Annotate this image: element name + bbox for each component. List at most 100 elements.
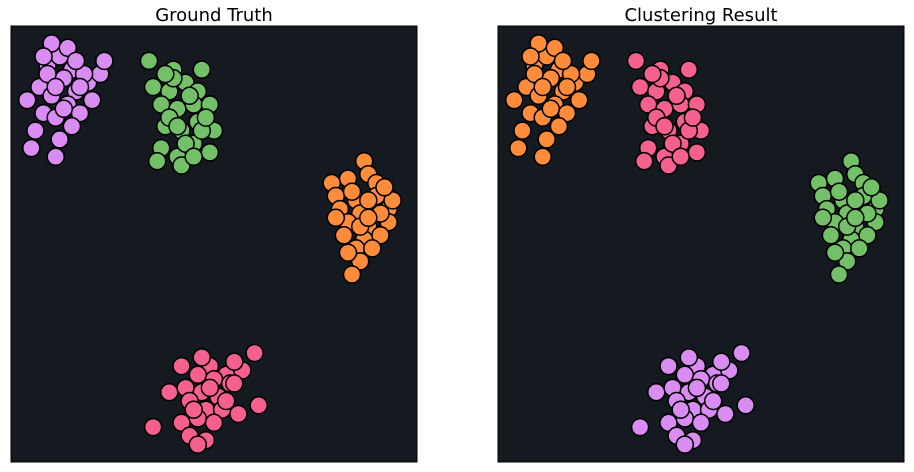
data-point bbox=[630, 417, 650, 437]
data-point bbox=[683, 108, 703, 127]
data-point bbox=[679, 60, 699, 79]
data-point bbox=[160, 382, 179, 402]
data-point bbox=[342, 182, 362, 201]
data-point bbox=[143, 417, 163, 437]
data-point bbox=[525, 64, 544, 84]
data-point bbox=[862, 178, 881, 197]
data-point bbox=[192, 348, 212, 367]
data-point bbox=[870, 191, 889, 210]
data-point bbox=[712, 352, 731, 371]
data-point bbox=[846, 208, 865, 228]
data-point bbox=[180, 86, 199, 106]
data-point bbox=[200, 143, 220, 162]
data-point bbox=[54, 99, 74, 119]
data-point bbox=[655, 117, 674, 136]
data-point bbox=[143, 77, 163, 97]
data-point bbox=[549, 117, 569, 136]
data-point bbox=[821, 226, 841, 245]
data-point bbox=[671, 400, 690, 419]
panel-title-clustering-result: Clustering Result bbox=[624, 5, 777, 26]
data-point bbox=[229, 404, 248, 424]
data-point bbox=[82, 90, 102, 110]
data-point bbox=[582, 51, 601, 71]
data-point bbox=[813, 208, 833, 228]
points-ground-truth bbox=[17, 34, 402, 454]
data-point bbox=[172, 356, 191, 376]
data-point bbox=[225, 352, 244, 371]
data-point bbox=[533, 77, 552, 97]
data-point bbox=[687, 378, 707, 398]
data-point bbox=[533, 147, 552, 167]
data-point bbox=[196, 108, 216, 127]
data-point bbox=[26, 121, 45, 140]
data-point bbox=[50, 130, 69, 149]
data-point bbox=[509, 138, 528, 158]
data-point bbox=[249, 396, 268, 415]
data-point bbox=[647, 382, 666, 402]
data-point bbox=[334, 226, 354, 245]
data-point bbox=[62, 117, 82, 136]
data-point bbox=[850, 239, 869, 258]
data-point bbox=[679, 348, 699, 367]
data-point bbox=[858, 226, 877, 245]
data-point bbox=[188, 435, 208, 454]
data-point bbox=[634, 151, 654, 171]
data-point bbox=[46, 147, 65, 167]
data-point bbox=[675, 435, 695, 454]
data-point bbox=[184, 400, 203, 419]
data-point bbox=[22, 138, 41, 158]
data-point bbox=[846, 191, 865, 210]
data-point bbox=[541, 99, 561, 119]
data-point bbox=[188, 365, 208, 385]
data-point bbox=[703, 391, 723, 411]
data-point bbox=[829, 182, 849, 201]
data-point bbox=[545, 38, 565, 58]
data-point bbox=[513, 121, 532, 140]
data-point bbox=[687, 143, 707, 162]
data-point bbox=[736, 396, 755, 415]
data-point bbox=[383, 191, 402, 210]
data-point bbox=[691, 413, 711, 433]
data-point bbox=[363, 239, 382, 258]
data-point bbox=[70, 77, 90, 97]
data-point bbox=[359, 191, 378, 210]
data-point bbox=[659, 356, 678, 376]
data-point bbox=[147, 151, 167, 171]
data-point bbox=[663, 134, 682, 153]
data-point bbox=[46, 77, 65, 97]
data-point bbox=[34, 47, 53, 66]
panel-clustering-result: Clustering Result bbox=[497, 5, 905, 463]
data-point bbox=[342, 265, 362, 284]
data-point bbox=[671, 147, 690, 167]
data-point bbox=[338, 243, 358, 262]
data-point bbox=[225, 374, 244, 393]
panel-title-ground-truth: Ground Truth bbox=[155, 5, 273, 26]
data-point bbox=[176, 134, 195, 153]
data-point bbox=[139, 51, 159, 71]
data-point bbox=[626, 51, 646, 71]
data-point bbox=[537, 130, 556, 149]
data-point bbox=[326, 208, 346, 228]
data-point bbox=[712, 374, 731, 393]
data-point bbox=[521, 47, 540, 66]
data-point bbox=[829, 265, 849, 284]
data-point bbox=[643, 64, 662, 84]
data-point bbox=[17, 90, 37, 110]
data-point bbox=[200, 378, 220, 398]
data-point bbox=[184, 147, 203, 167]
data-point bbox=[375, 178, 394, 197]
data-point bbox=[216, 391, 236, 411]
data-point bbox=[204, 413, 224, 433]
data-point bbox=[95, 51, 114, 71]
panel-ground-truth: Ground Truth bbox=[10, 5, 418, 463]
data-point bbox=[716, 404, 735, 424]
data-point bbox=[553, 51, 573, 71]
data-point bbox=[58, 38, 78, 58]
data-point bbox=[359, 208, 378, 228]
data-point bbox=[192, 60, 212, 79]
data-point bbox=[168, 117, 187, 136]
data-point bbox=[557, 77, 577, 97]
data-point bbox=[675, 365, 695, 385]
data-point bbox=[66, 51, 86, 71]
